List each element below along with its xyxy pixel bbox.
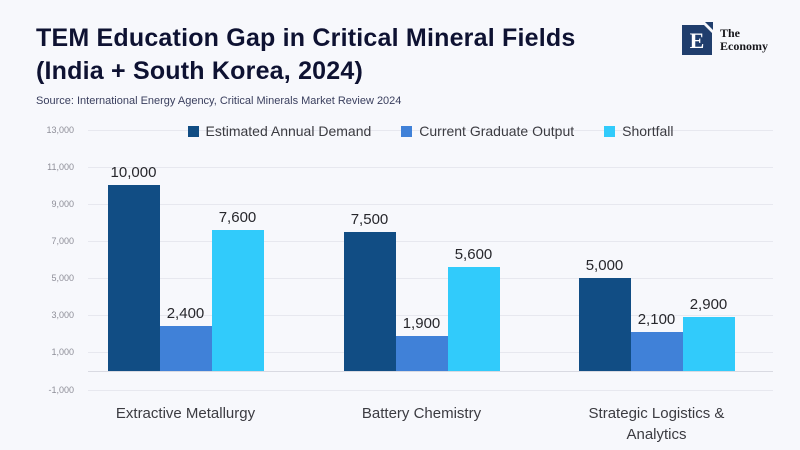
bar-value-label: 1,900 <box>402 314 441 332</box>
publisher-logo: E The Economy <box>682 22 792 57</box>
logo-square: E <box>682 22 713 55</box>
bar-value-label: 7,600 <box>218 208 257 226</box>
y-axis-tick-label: -1,000 <box>48 384 74 395</box>
bar-estimated-annual-demand <box>578 278 631 371</box>
logo-name: The Economy <box>720 27 768 53</box>
source-text: Source: International Energy Agency, Cri… <box>36 95 402 107</box>
gridline <box>88 241 773 242</box>
y-axis-tick-label: 3,000 <box>51 310 74 321</box>
bar-shortfall <box>211 229 264 371</box>
gridline <box>88 129 773 131</box>
legend-label: Shortfall <box>622 123 674 139</box>
bar-shortfall <box>682 317 735 371</box>
bar-value-label: 10,000 <box>110 164 157 182</box>
gridline <box>88 166 773 168</box>
y-axis-tick-label: 11,000 <box>47 161 74 172</box>
legend-label: Current Graduate Output <box>419 123 575 139</box>
legend-swatch-icon <box>401 125 413 137</box>
legend-swatch-icon <box>604 125 616 137</box>
legend-item-shortfall: Shortfall <box>604 123 674 139</box>
category-label: Strategic Logistics & Analytics <box>588 405 725 443</box>
logo-letter: E <box>689 28 705 53</box>
title-line-2: (India + South Korea, 2024) <box>36 57 364 85</box>
bar-shortfall <box>447 267 500 371</box>
page-title: TEM Education Gap in Critical Mineral Fi… <box>36 22 656 88</box>
gridline <box>88 203 773 205</box>
bar-value-label: 7,500 <box>350 210 389 228</box>
bar-estimated-annual-demand <box>343 231 396 371</box>
chart-legend: Estimated Annual Demand Current Graduate … <box>88 123 773 139</box>
category-label: Extractive Metallurgy <box>115 405 256 422</box>
y-axis-tick-label: 5,000 <box>51 273 74 284</box>
bar-value-label: 2,100 <box>637 311 676 328</box>
zero-axis-line <box>88 371 773 372</box>
bar-current-graduate-output <box>630 332 683 371</box>
legend-swatch-icon <box>187 125 199 137</box>
bar-value-label: 2,900 <box>689 296 728 314</box>
legend-item-estimated-annual-demand: Estimated Annual Demand <box>187 123 372 139</box>
bar-estimated-annual-demand <box>107 185 160 371</box>
gridline <box>88 278 773 280</box>
logo-name-line-1: The <box>720 26 741 40</box>
y-axis-tick-label: 9,000 <box>51 198 74 209</box>
gridline <box>88 389 773 391</box>
title-line-1: TEM Education Gap in Critical Mineral Fi… <box>36 24 576 52</box>
legend-label: Estimated Annual Demand <box>205 123 372 139</box>
y-axis-tick-label: 13,000 <box>46 124 74 135</box>
bar-value-label: 5,000 <box>585 257 624 275</box>
y-axis-tick-label: 1,000 <box>51 347 74 358</box>
bar-current-graduate-output <box>395 335 448 371</box>
y-axis-tick-label: 7,000 <box>51 236 74 246</box>
gridline <box>88 315 773 317</box>
legend-item-current-graduate-output: Current Graduate Output <box>401 123 574 139</box>
bar-current-graduate-output <box>159 326 212 371</box>
category-label: Battery Chemistry <box>361 405 482 422</box>
logo-flag-icon <box>705 22 713 30</box>
logo-name-line-2: Economy <box>720 39 768 53</box>
bar-value-label: 2,400 <box>166 305 205 323</box>
bar-value-label: 5,600 <box>454 246 493 263</box>
